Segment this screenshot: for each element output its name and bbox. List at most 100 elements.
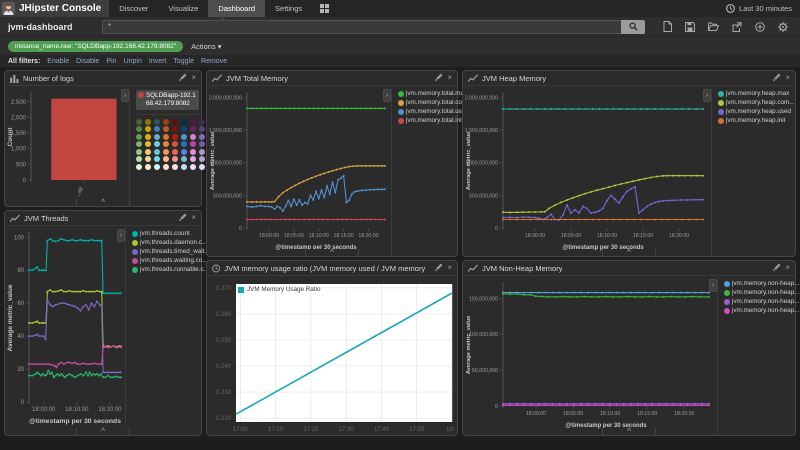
legend-item[interactable]: jvm.memory.total.used: [398, 108, 469, 115]
palette-color-swatch[interactable]: [199, 141, 205, 148]
panel-header[interactable]: JVM Non-Heap Memory ×: [463, 261, 795, 276]
close-icon[interactable]: ×: [785, 73, 790, 82]
tab-settings[interactable]: Settings: [275, 4, 303, 13]
legend-item-selected[interactable]: SQLDBapp-192.168.42.179:8082: [136, 90, 199, 110]
palette-color-swatch[interactable]: [190, 126, 196, 133]
filter-action-link[interactable]: Remove: [201, 57, 228, 65]
palette-color-swatch[interactable]: [163, 141, 169, 148]
legend-item[interactable]: jvm.memory.non-heap....: [724, 280, 800, 287]
legend-item[interactable]: jvm.memory.total.com...: [398, 99, 472, 106]
new-dashboard-icon[interactable]: [663, 21, 672, 32]
edit-icon[interactable]: [179, 73, 187, 83]
edit-icon[interactable]: [435, 73, 443, 83]
legend-item[interactable]: jvm.memory.total.max: [398, 90, 467, 97]
palette-color-swatch[interactable]: [190, 163, 196, 170]
legend-collapse-icon[interactable]: ›: [709, 279, 717, 292]
panel-header[interactable]: JVM Heap Memory ×: [463, 71, 795, 86]
palette-color-swatch[interactable]: [163, 163, 169, 170]
legend-item[interactable]: jvm.threads.runnable.c...: [132, 266, 209, 273]
filter-action-link[interactable]: Disable: [76, 57, 100, 65]
palette-color-swatch[interactable]: [181, 141, 187, 148]
load-dashboard-icon[interactable]: [708, 22, 719, 31]
palette-color-swatch[interactable]: [154, 156, 160, 163]
color-picker-palette[interactable]: [136, 113, 205, 170]
palette-color-swatch[interactable]: [163, 133, 169, 140]
palette-color-swatch[interactable]: [136, 133, 142, 140]
palette-color-swatch[interactable]: [172, 141, 178, 148]
palette-color-swatch[interactable]: [163, 118, 169, 125]
palette-color-swatch[interactable]: [190, 133, 196, 140]
palette-color-swatch[interactable]: [199, 118, 205, 125]
panel-collapse-button[interactable]: ^: [602, 428, 656, 436]
tab-dashboard[interactable]: Dashboard: [208, 0, 266, 17]
legend-item[interactable]: jvm.memory.heap.max: [718, 90, 793, 97]
palette-color-swatch[interactable]: [136, 156, 142, 163]
palette-color-swatch[interactable]: [145, 126, 151, 133]
palette-color-swatch[interactable]: [181, 126, 187, 133]
legend-collapse-icon[interactable]: ›: [703, 89, 711, 102]
palette-color-swatch[interactable]: [190, 156, 196, 163]
legend-item[interactable]: jvm.memory.non-heap....: [724, 298, 800, 305]
panel-collapse-button[interactable]: ^: [76, 199, 130, 207]
close-icon[interactable]: ×: [447, 73, 452, 82]
options-gear-icon[interactable]: [778, 21, 788, 32]
panel-collapse-button[interactable]: ^: [602, 249, 656, 257]
brand[interactable]: JHipster Console: [0, 0, 110, 17]
share-dashboard-icon[interactable]: [732, 21, 742, 32]
save-dashboard-icon[interactable]: [685, 21, 695, 32]
palette-color-swatch[interactable]: [172, 133, 178, 140]
filter-action-link[interactable]: Toggle: [173, 57, 195, 65]
palette-color-swatch[interactable]: [136, 118, 142, 125]
palette-color-swatch[interactable]: [181, 156, 187, 163]
palette-color-swatch[interactable]: [181, 163, 187, 170]
timelion-legend[interactable]: JVM Memory Usage Ratio: [238, 286, 320, 293]
edit-icon[interactable]: [773, 73, 781, 83]
palette-color-swatch[interactable]: [190, 141, 196, 148]
legend-item[interactable]: jvm.memory.heap.init: [718, 117, 793, 124]
close-icon[interactable]: ×: [785, 263, 790, 272]
palette-color-swatch[interactable]: [199, 156, 205, 163]
filter-action-link[interactable]: Unpin: [123, 57, 142, 65]
add-visualization-icon[interactable]: [755, 21, 765, 32]
legend-item[interactable]: jvm.threads.timed_wait...: [132, 248, 210, 255]
palette-color-swatch[interactable]: [172, 156, 178, 163]
palette-color-swatch[interactable]: [172, 163, 178, 170]
palette-color-swatch[interactable]: [136, 148, 142, 155]
palette-color-swatch[interactable]: [163, 156, 169, 163]
filter-action-link[interactable]: Invert: [148, 57, 167, 65]
palette-color-swatch[interactable]: [181, 148, 187, 155]
legend-item[interactable]: jvm.memory.heap.used: [718, 108, 793, 115]
apps-grid-icon[interactable]: [312, 0, 337, 17]
palette-color-swatch[interactable]: [190, 148, 196, 155]
palette-color-swatch[interactable]: [145, 148, 151, 155]
palette-color-swatch[interactable]: [145, 118, 151, 125]
legend-collapse-icon[interactable]: ›: [383, 89, 391, 102]
palette-color-swatch[interactable]: [154, 163, 160, 170]
palette-color-swatch[interactable]: [136, 163, 142, 170]
palette-color-swatch[interactable]: [181, 133, 187, 140]
palette-color-swatch[interactable]: [145, 156, 151, 163]
panel-header[interactable]: JVM memory usage ratio (JVM memory used …: [207, 261, 457, 276]
panel-header[interactable]: JVM Threads ×: [5, 211, 201, 226]
palette-color-swatch[interactable]: [199, 126, 205, 133]
palette-color-swatch[interactable]: [172, 148, 178, 155]
palette-color-swatch[interactable]: [145, 163, 151, 170]
palette-color-swatch[interactable]: [163, 148, 169, 155]
legend-item[interactable]: jvm.threads.waiting.co...: [132, 257, 208, 264]
legend-item[interactable]: jvm.memory.non-heap....: [724, 289, 800, 296]
close-icon[interactable]: ×: [191, 73, 196, 82]
panel-collapse-button[interactable]: ^: [76, 428, 130, 436]
palette-color-swatch[interactable]: [154, 126, 160, 133]
palette-color-swatch[interactable]: [154, 118, 160, 125]
palette-color-swatch[interactable]: [154, 141, 160, 148]
panel-header[interactable]: JVM Total Memory ×: [207, 71, 457, 86]
close-icon[interactable]: ×: [191, 213, 196, 222]
palette-color-swatch[interactable]: [172, 118, 178, 125]
edit-icon[interactable]: [773, 263, 781, 273]
legend-item[interactable]: jvm.memory.non-heap....: [724, 307, 800, 314]
legend-item[interactable]: jvm.memory.heap.com...: [718, 99, 794, 106]
close-icon[interactable]: ×: [447, 263, 452, 272]
palette-color-swatch[interactable]: [172, 126, 178, 133]
palette-color-swatch[interactable]: [199, 133, 205, 140]
panel-collapse-button[interactable]: ^: [305, 249, 359, 257]
